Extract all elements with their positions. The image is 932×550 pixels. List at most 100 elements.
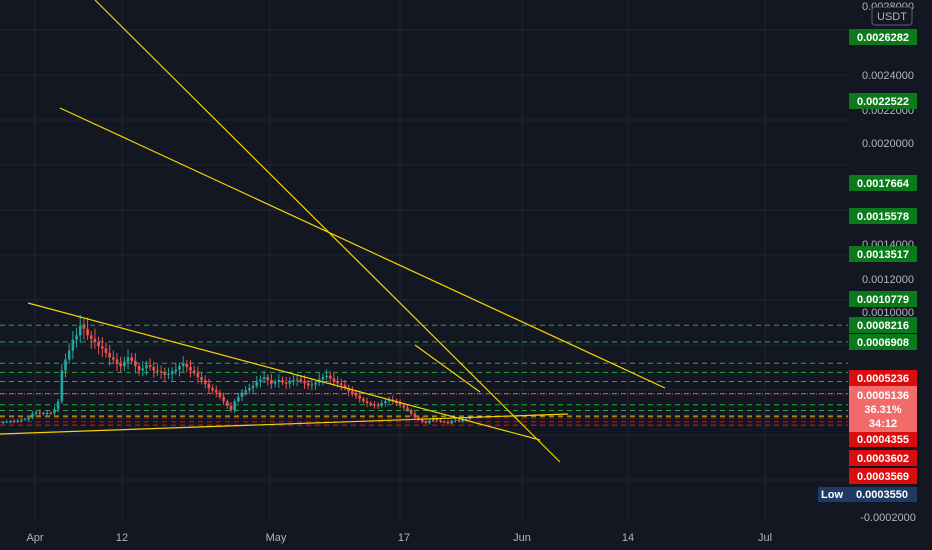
candle-body <box>82 325 86 329</box>
candle-body <box>420 418 424 422</box>
last-price-countdown: 34:12 <box>869 418 897 430</box>
candle-body <box>413 413 417 418</box>
currency-badge-label: USDT <box>877 11 907 23</box>
candle-body <box>145 365 148 369</box>
currency-badge[interactable]: USDT <box>871 6 913 26</box>
price-tag-bg <box>849 93 917 109</box>
x-tick-label: Jun <box>513 532 531 544</box>
candle-body <box>314 382 317 385</box>
candle-body <box>141 368 145 371</box>
candle-body <box>384 401 387 404</box>
candle-body <box>49 412 53 414</box>
candle-body <box>281 380 284 383</box>
candle-body <box>435 418 439 421</box>
candle-body <box>192 370 196 373</box>
candle-body <box>42 413 45 415</box>
candle-body <box>468 418 472 420</box>
y-tick-label: 0.0020000 <box>862 138 914 150</box>
candle-body <box>86 328 89 336</box>
candle-body <box>75 335 78 340</box>
price-tag-label: 0.0013517 <box>857 249 909 261</box>
candle-body <box>284 382 288 384</box>
candle-body <box>53 409 56 414</box>
candle-body <box>442 421 446 423</box>
candle-body <box>328 375 332 379</box>
candle-body <box>93 338 97 342</box>
low-badge: Low 0.0003550 <box>818 487 917 502</box>
candle-body <box>306 383 310 386</box>
price-tag-label: 0.0008216 <box>857 320 909 332</box>
candle-body <box>211 388 214 391</box>
candle-body <box>97 341 100 347</box>
grid-lines <box>0 0 848 520</box>
x-tick-label: 14 <box>622 532 634 544</box>
price-tag-label: 0.0017664 <box>857 178 910 190</box>
y-tick-label: 0.0024000 <box>862 70 914 82</box>
candle-body <box>321 377 325 380</box>
price-tag-bg <box>849 208 917 224</box>
candle-body <box>45 412 49 415</box>
candle-body <box>174 369 178 372</box>
candle-body <box>373 404 376 406</box>
candle-body <box>12 421 16 423</box>
candle-body <box>16 420 20 422</box>
y-tick-label: 0.0012000 <box>862 274 914 286</box>
candle-body <box>64 359 67 371</box>
candle-body <box>424 421 428 423</box>
candle-body <box>167 374 170 376</box>
candle-body <box>123 361 126 367</box>
price-tag-bg <box>849 468 917 484</box>
candle-body <box>67 350 71 360</box>
price-tag-bg <box>849 450 917 466</box>
candle-body <box>134 360 137 367</box>
price-tag-label: 0.0003602 <box>857 453 909 465</box>
candle-body <box>126 357 130 362</box>
candle-body <box>89 335 93 339</box>
trendlines <box>0 0 666 463</box>
candle-body <box>255 381 259 386</box>
candle-body <box>325 375 328 378</box>
candle-body <box>270 380 273 384</box>
candle-body <box>299 379 303 382</box>
y-tick-label: -0.0002000 <box>860 512 916 524</box>
candle-body <box>439 420 442 422</box>
candle-body <box>428 420 431 423</box>
candle-body <box>398 403 402 406</box>
price-tag-label: 0.0026282 <box>857 32 909 44</box>
candle-body <box>461 419 464 422</box>
candle-body <box>152 367 156 371</box>
candle-body <box>450 420 453 424</box>
trendline <box>94 0 561 463</box>
candle-body <box>358 395 361 399</box>
price-tag-label: 0.0003569 <box>857 471 909 483</box>
candle-body <box>78 325 82 336</box>
candle-body <box>339 383 343 386</box>
candle-body <box>112 357 115 360</box>
candle-body <box>292 380 295 382</box>
candle-body <box>27 417 31 420</box>
candle-body <box>354 392 358 396</box>
candle-body <box>222 396 225 402</box>
candle-body <box>376 405 380 407</box>
candle-body <box>34 412 38 414</box>
candle-body <box>23 419 27 421</box>
candle-body <box>387 399 391 402</box>
price-tag-bg <box>849 175 917 191</box>
candle-body <box>406 407 409 411</box>
candle-body <box>104 348 108 353</box>
candle-body <box>465 418 468 420</box>
price-tag-label: 0.0010779 <box>857 294 909 306</box>
candle-body <box>362 398 365 402</box>
price-tag-bg <box>849 370 917 386</box>
horizontal-levels <box>0 324 848 426</box>
low-badge-label: Low <box>821 489 843 501</box>
candle-body <box>402 405 406 408</box>
candle-body <box>20 419 23 421</box>
candle-body <box>237 396 240 402</box>
price-tag-bg <box>849 29 917 45</box>
price-tag-label: 0.0005236 <box>857 373 909 385</box>
time-axis[interactable]: Apr 12 May 17 Jun 14 Jul <box>26 532 772 544</box>
